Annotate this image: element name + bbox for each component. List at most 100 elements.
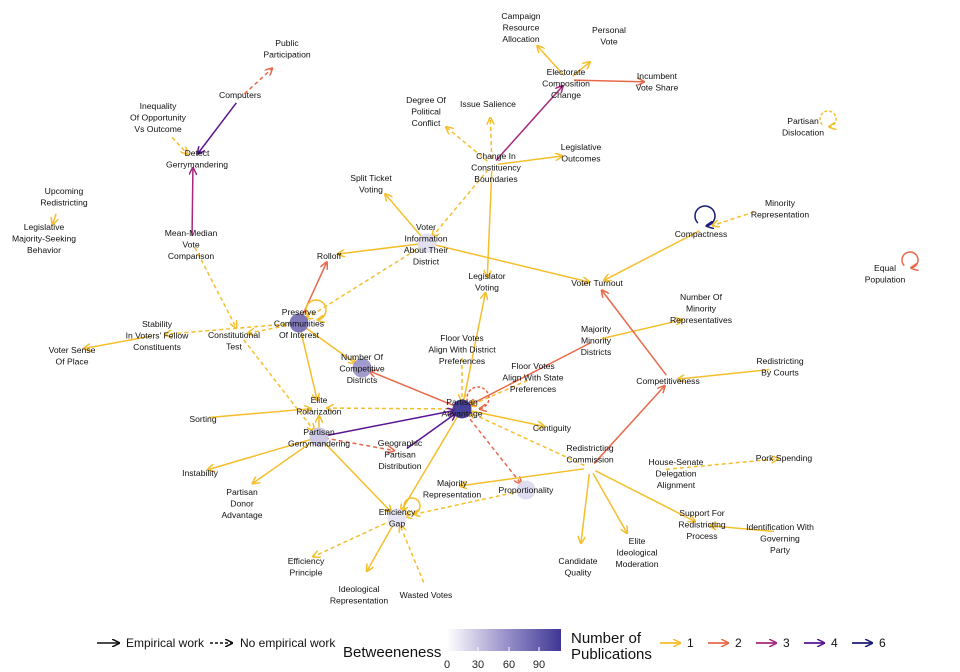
node-label-partisan-advantage: Partisan Advantage bbox=[441, 397, 482, 419]
edge-redistricting-commission-to-competitiveness bbox=[593, 386, 665, 465]
node-label-voter-sense-place: Voter Sense Of Place bbox=[49, 345, 96, 367]
publications-level-4: 4 bbox=[831, 636, 838, 650]
edge-change-constituency-to-electorate-composition bbox=[495, 86, 563, 162]
node-label-floor-votes-state: Floor Votes Align With State Preferences bbox=[502, 361, 563, 394]
node-label-constitutional-test: Constitutional Test bbox=[208, 330, 260, 352]
node-label-compactness: Compactness bbox=[675, 229, 728, 239]
edge-majority-minority-to-number-minority-reps bbox=[601, 320, 682, 340]
node-label-change-constituency: Change In Constituency Boundaries bbox=[471, 151, 521, 184]
node-label-inequality: Inequality Of Opportunity Vs Outcome bbox=[130, 101, 187, 134]
betweenness-ticks: 0 30 60 90 bbox=[444, 647, 545, 671]
edge-inequality-to-detect-gerrymandering bbox=[171, 136, 187, 154]
publications-legend: 1 2 3 4 6 bbox=[660, 636, 886, 650]
edge-partisan-gerrymandering-to-partisan-advantage bbox=[324, 411, 454, 437]
edge-change-constituency-to-legislator-voting bbox=[487, 170, 493, 277]
node-label-geographic-partisan: Geographic Partisan Distribution bbox=[378, 438, 423, 471]
publications-level-1: 1 bbox=[687, 636, 694, 650]
node-label-legislative-majority: Legislative Majority-Seeking Behavior bbox=[12, 222, 76, 255]
node-label-preserve-communities: Preserve Communities Of Interest bbox=[274, 307, 324, 340]
edge-preserve-communities-to-constitutional-test bbox=[248, 323, 294, 333]
edge-redistricting-commission-to-majority-representation bbox=[460, 468, 585, 486]
node-label-ideological-representation: Ideological Representation bbox=[330, 584, 389, 606]
node-label-detect-gerrymandering: Detect Gerrymandering bbox=[166, 148, 228, 170]
edge-mean-median-to-detect-gerrymandering bbox=[192, 168, 193, 237]
edge-sorting-to-elite-polarization bbox=[208, 409, 311, 419]
node-label-competitiveness: Competitiveness bbox=[636, 376, 700, 386]
node-label-sorting: Sorting bbox=[189, 414, 216, 424]
edge-voter-information-to-split-ticket bbox=[385, 194, 424, 239]
node-label-campaign-resource: Campaign Resource Allocation bbox=[501, 11, 540, 44]
node-label-elite-polarization: Elite Polarization bbox=[297, 395, 342, 417]
label-layer: Public Participation Computers Inequality Of… bbox=[12, 11, 906, 606]
edge-minority-representation-to-compactness bbox=[713, 211, 755, 226]
node-label-upcoming-redistricting: Upcoming Redistricting bbox=[40, 186, 88, 208]
node-label-computers: Computers bbox=[219, 90, 261, 100]
edge-electorate-composition-to-campaign-resource bbox=[537, 46, 565, 77]
edge-proportionality-to-efficiency-gap bbox=[405, 490, 521, 516]
edge-voter-information-to-voter-turnout bbox=[432, 243, 589, 282]
node-label-split-ticket: Split Ticket Voting bbox=[350, 173, 392, 195]
edge-voter-information-to-rolloff bbox=[338, 242, 422, 254]
node-label-pork-spending: Pork Spending bbox=[756, 453, 813, 463]
edge-geographic-partisan-to-partisan-advantage bbox=[406, 414, 456, 450]
node-label-rolloff: Rolloff bbox=[317, 251, 342, 261]
edge-identification-party-to-support-redistricting bbox=[710, 526, 775, 533]
node-label-voter-turnout: Voter Turnout bbox=[571, 278, 623, 288]
betweenness-node-preserve-communities bbox=[289, 313, 309, 333]
node-label-efficiency-gap: Efficiency Gap bbox=[379, 507, 416, 529]
edge-electorate-composition-to-personal-vote bbox=[572, 62, 590, 77]
node-label-mean-median: Mean-Median Vote Comparison bbox=[165, 228, 218, 261]
node-label-equal-population: Equal Population bbox=[865, 263, 906, 285]
edge-partisan-advantage-to-elite-polarization bbox=[327, 408, 457, 409]
edge-mean-median-to-constitutional-test bbox=[194, 246, 237, 328]
edge-partisan-advantage-to-legislator-voting bbox=[462, 293, 485, 404]
edge-constitutional-test-to-partisan-gerrymandering bbox=[243, 339, 314, 431]
edge-competitiveness-to-voter-turnout bbox=[602, 290, 667, 376]
publications-title-line-2: Publications bbox=[571, 646, 652, 663]
legend-empirical-label: Empirical work bbox=[126, 636, 205, 650]
edge-preserve-communities-to-elite-polarization bbox=[299, 328, 317, 400]
node-label-floor-votes-district: Floor Votes Align With District Preference… bbox=[428, 333, 496, 366]
self-loop-partisan-advantage bbox=[466, 386, 490, 409]
node-label-number-competitive: Number Of Competitive Districts bbox=[339, 352, 385, 385]
edge-partisan-advantage-to-contiguity bbox=[467, 409, 544, 426]
node-label-candidate-quality: Candidate Quality bbox=[558, 556, 597, 578]
node-label-voter-information: Voter Information About Their District bbox=[404, 222, 448, 267]
node-label-degree-political-conflict: Degree Of Political Conflict bbox=[406, 95, 446, 128]
legend-no-empirical-label: No empirical work bbox=[240, 636, 336, 650]
betweenness-colorbar bbox=[447, 629, 561, 651]
publications-level-6: 6 bbox=[879, 636, 886, 650]
edge-change-constituency-to-voter-information bbox=[432, 169, 489, 237]
edge-layer bbox=[53, 46, 918, 583]
node-label-partisan-gerrymandering: Partisan Gerrymandering bbox=[288, 427, 350, 449]
edge-computers-to-detect-gerrymandering bbox=[198, 102, 237, 154]
self-loop-efficiency-gap bbox=[403, 497, 420, 514]
betweenness-node-number-competitive bbox=[352, 358, 372, 378]
node-label-contiguity: Contiguity bbox=[533, 423, 572, 433]
betweenness-node-proportionality bbox=[516, 480, 536, 500]
edge-stability-to-voter-sense-place bbox=[84, 335, 152, 348]
edge-partisan-gerrymandering-to-geographic-partisan bbox=[324, 437, 394, 451]
edge-electorate-composition-to-incumbent-vote-share bbox=[573, 80, 644, 82]
betweenness-tick-30: 30 bbox=[472, 659, 484, 671]
betweenness-tick-60: 60 bbox=[503, 659, 515, 671]
publications-title-line-1: Number of bbox=[571, 630, 642, 647]
node-label-majority-minority: Majority Minority Districts bbox=[581, 324, 612, 357]
edge-efficiency-gap-to-ideological-representation bbox=[367, 522, 395, 571]
node-label-number-minority-reps: Number Of Minority Representatives bbox=[670, 292, 732, 325]
node-label-electorate-composition: Electorate Composition Change bbox=[542, 67, 590, 100]
self-loop-equal-population bbox=[901, 251, 918, 268]
node-label-efficiency-principle: Efficiency Principle bbox=[288, 556, 325, 578]
edge-computers-to-public-participation bbox=[243, 68, 272, 95]
edge-partisan-gerrymandering-to-efficiency-gap bbox=[322, 440, 391, 512]
node-label-house-senate: House-Senate Delegation Alignment bbox=[649, 457, 704, 490]
edge-partisan-gerrymandering-to-partisan-donor bbox=[253, 439, 315, 483]
edge-partisan-advantage-to-efficiency-gap bbox=[401, 413, 460, 511]
node-label-wasted-votes: Wasted Votes bbox=[400, 590, 453, 600]
edge-efficiency-gap-to-efficiency-principle bbox=[313, 519, 392, 557]
edge-preserve-communities-to-stability bbox=[165, 322, 294, 335]
node-label-partisan-dislocation: Partisan Dislocation bbox=[782, 116, 824, 138]
edge-partisan-advantage-to-number-competitive bbox=[369, 371, 457, 408]
